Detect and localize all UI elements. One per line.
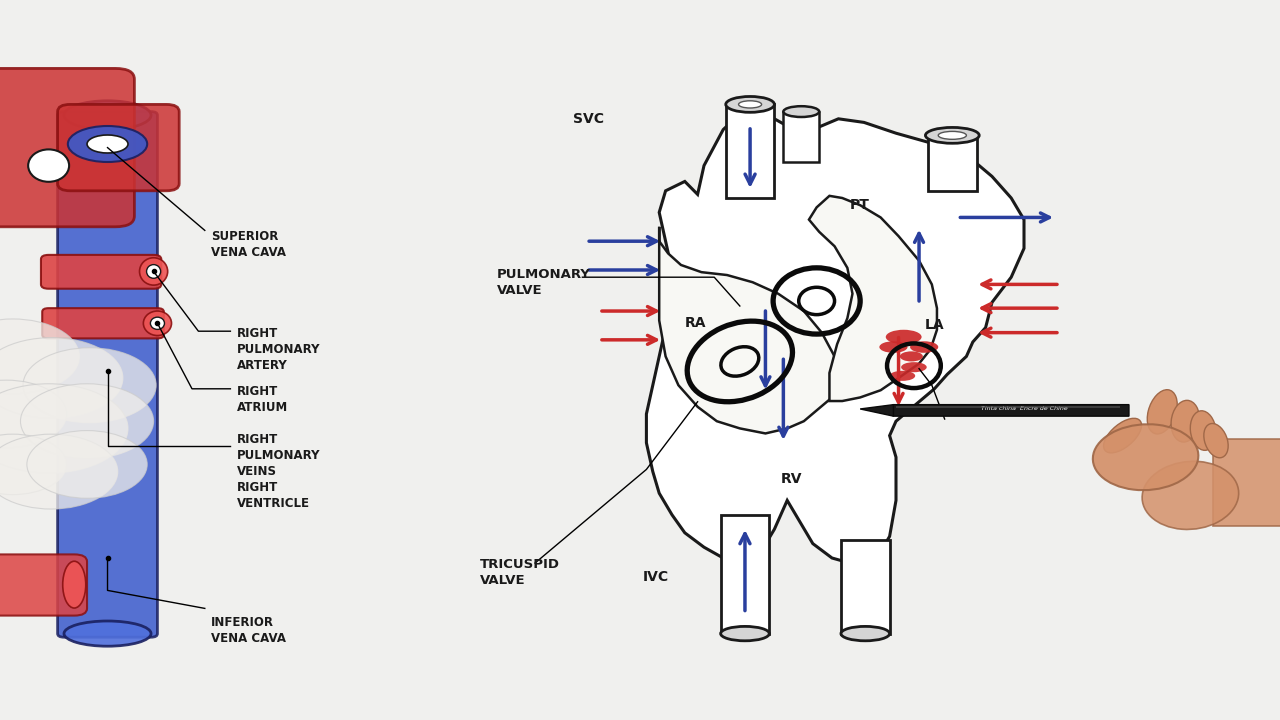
- Bar: [928, 137, 977, 191]
- Text: RA: RA: [685, 315, 705, 330]
- Circle shape: [23, 348, 156, 423]
- Ellipse shape: [1203, 423, 1229, 458]
- Ellipse shape: [64, 101, 151, 130]
- Ellipse shape: [726, 96, 774, 112]
- Ellipse shape: [739, 101, 762, 108]
- Text: LV: LV: [936, 405, 954, 419]
- Ellipse shape: [1093, 424, 1198, 490]
- Ellipse shape: [143, 311, 172, 336]
- Text: RIGHT
ATRIUM: RIGHT ATRIUM: [237, 385, 288, 414]
- Polygon shape: [809, 196, 937, 401]
- Ellipse shape: [910, 341, 938, 353]
- Ellipse shape: [1171, 400, 1199, 442]
- Circle shape: [0, 384, 128, 473]
- Ellipse shape: [28, 149, 69, 182]
- Circle shape: [0, 380, 67, 448]
- Text: LA: LA: [924, 318, 945, 333]
- Circle shape: [0, 338, 123, 418]
- Text: PULMONARY
VALVE: PULMONARY VALVE: [497, 268, 590, 297]
- FancyBboxPatch shape: [0, 68, 134, 227]
- FancyBboxPatch shape: [42, 308, 164, 338]
- Circle shape: [27, 431, 147, 498]
- Ellipse shape: [886, 330, 922, 344]
- Text: IVC: IVC: [643, 570, 668, 585]
- Bar: [1213, 439, 1280, 526]
- Text: INFERIOR
VENA CAVA: INFERIOR VENA CAVA: [211, 616, 287, 644]
- Bar: [783, 112, 819, 162]
- Circle shape: [0, 434, 118, 509]
- Text: RV: RV: [781, 472, 801, 486]
- Ellipse shape: [64, 621, 151, 647]
- Ellipse shape: [783, 107, 819, 117]
- Text: RIGHT
PULMONARY
VEINS
RIGHT
VENTRICLE: RIGHT PULMONARY VEINS RIGHT VENTRICLE: [237, 433, 320, 510]
- Ellipse shape: [900, 351, 923, 361]
- Bar: [726, 104, 774, 198]
- Polygon shape: [646, 112, 1024, 565]
- Ellipse shape: [68, 126, 147, 162]
- Ellipse shape: [1142, 462, 1239, 529]
- Polygon shape: [860, 405, 893, 416]
- Ellipse shape: [1190, 411, 1216, 450]
- FancyBboxPatch shape: [41, 255, 161, 289]
- Ellipse shape: [1103, 418, 1142, 453]
- Circle shape: [0, 319, 79, 394]
- Bar: [721, 515, 769, 634]
- FancyBboxPatch shape: [58, 104, 179, 191]
- Ellipse shape: [140, 258, 168, 285]
- Ellipse shape: [1147, 390, 1178, 434]
- Polygon shape: [659, 227, 842, 433]
- Text: TRICUSPID
VALVE: TRICUSPID VALVE: [480, 558, 561, 587]
- Circle shape: [0, 434, 67, 495]
- FancyBboxPatch shape: [58, 112, 157, 637]
- Ellipse shape: [841, 626, 890, 641]
- Circle shape: [20, 384, 154, 459]
- Ellipse shape: [925, 127, 979, 143]
- Polygon shape: [886, 405, 1129, 416]
- Ellipse shape: [151, 317, 164, 330]
- Bar: [841, 540, 890, 634]
- Text: SUPERIOR
VENA CAVA: SUPERIOR VENA CAVA: [211, 230, 287, 259]
- Ellipse shape: [63, 562, 86, 608]
- Text: Tinta china  Encre de Chine: Tinta china Encre de Chine: [980, 407, 1068, 411]
- Ellipse shape: [87, 135, 128, 153]
- Ellipse shape: [938, 131, 966, 140]
- Text: SVC: SVC: [573, 112, 604, 126]
- Text: RIGHT
PULMONARY
ARTERY: RIGHT PULMONARY ARTERY: [237, 327, 320, 372]
- FancyBboxPatch shape: [0, 554, 87, 616]
- Text: PT: PT: [850, 198, 870, 212]
- Bar: [896, 406, 1120, 408]
- Ellipse shape: [721, 626, 769, 641]
- Ellipse shape: [146, 265, 161, 279]
- Ellipse shape: [901, 362, 927, 372]
- Ellipse shape: [879, 341, 908, 353]
- Ellipse shape: [890, 371, 915, 381]
